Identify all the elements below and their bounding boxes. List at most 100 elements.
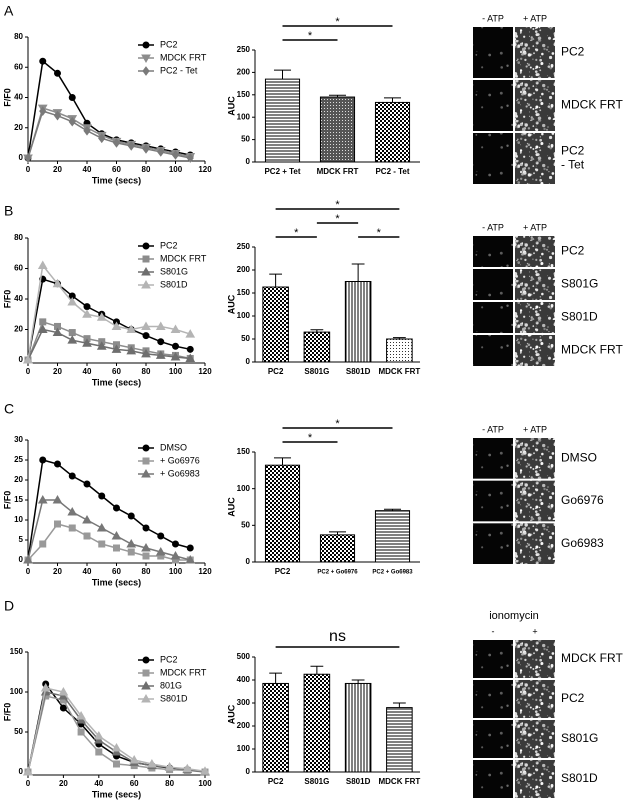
micrograph: [473, 80, 513, 131]
series-line: [27, 691, 206, 773]
data-point: [77, 728, 85, 736]
image-row-label: Go6983: [561, 536, 604, 550]
micrograph: [515, 236, 555, 267]
legend-marker: [141, 468, 151, 478]
y-tick-label: 100: [237, 311, 251, 320]
legend-marker: [142, 457, 150, 465]
error-bar: [351, 263, 365, 282]
x-tick-label: PC2 - Tet: [375, 167, 409, 176]
x-tick-label: 40: [83, 165, 92, 174]
bar: [303, 331, 331, 363]
bar: [319, 96, 356, 163]
data-point: [83, 125, 91, 136]
data-point: [111, 742, 122, 752]
x-tick-label: 60: [112, 367, 121, 376]
y-tick-label: 400: [237, 675, 251, 684]
error-bar: [392, 337, 406, 339]
x-tick-label: 120: [198, 165, 212, 174]
data-point: [82, 514, 92, 524]
y-tick-label: 0: [19, 153, 24, 162]
y-tick-label: 40: [14, 93, 23, 102]
micrograph: [515, 27, 555, 78]
data-point: [68, 116, 76, 127]
data-point: [142, 144, 150, 154]
bar: [344, 682, 372, 773]
x-tick-label: S801D: [346, 777, 371, 786]
x-tick-label: MDCK FRT: [378, 777, 420, 786]
data-point: [23, 554, 33, 564]
significance-label: *: [335, 418, 340, 430]
micrograph: [473, 438, 513, 479]
x-tick-label: MDCK FRT: [378, 367, 420, 376]
legend-label: DMSO: [160, 442, 187, 452]
data-point: [53, 110, 62, 121]
data-point: [113, 760, 120, 768]
data-point: [170, 550, 181, 560]
y-tick-label: 150: [237, 447, 251, 456]
legend-marker: [141, 266, 151, 276]
micrograph: [473, 523, 513, 564]
micrograph: [473, 269, 513, 300]
bar: [303, 673, 331, 773]
legend-marker: [141, 693, 151, 703]
series-line: [27, 328, 191, 361]
data-point: [37, 494, 48, 504]
y-tick-label: 0: [246, 767, 251, 776]
y-tick-label: 100: [237, 112, 251, 121]
y-axis-label: F/F0: [2, 491, 12, 510]
data-point: [142, 332, 150, 340]
y-tick-label: 80: [14, 32, 23, 41]
legend-label: PC2: [160, 39, 178, 49]
micrograph: [515, 438, 555, 479]
data-point: [127, 141, 135, 151]
y-tick-label: 25: [14, 455, 23, 464]
data-point: [67, 297, 78, 306]
data-point: [37, 324, 48, 333]
data-point: [68, 524, 76, 532]
data-point: [172, 540, 179, 548]
y-tick-label: 20: [14, 123, 23, 132]
image-row-label: MDCK FRT: [561, 343, 623, 357]
data-point: [83, 480, 91, 488]
y-tick-label: 20: [14, 475, 23, 484]
data-point: [95, 748, 103, 756]
data-point: [111, 530, 122, 540]
image-column-label: + ATP: [523, 424, 547, 434]
x-tick-label: 40: [83, 367, 92, 376]
data-point: [182, 763, 193, 773]
data-point: [157, 147, 165, 157]
x-tick-label: S801D: [346, 367, 371, 376]
data-point: [113, 544, 120, 552]
bar: [262, 682, 289, 773]
y-tick-label: 0: [19, 355, 24, 364]
x-tick-label: 40: [83, 567, 92, 576]
y-tick-label: 5: [19, 535, 24, 544]
data-point: [39, 318, 47, 326]
data-point: [52, 494, 63, 504]
y-tick-label: 0: [246, 157, 251, 166]
legend-label: + Go6976: [160, 455, 200, 465]
image-row-label: - Tet: [561, 158, 585, 172]
micrograph: [515, 302, 555, 333]
y-tick-label: 100: [237, 484, 251, 493]
data-point: [112, 138, 121, 148]
data-point: [98, 133, 106, 144]
x-tick-label: 0: [26, 165, 31, 174]
y-axis-label: AUC: [226, 704, 236, 724]
x-tick-label: PC2 + Tet: [264, 167, 300, 176]
image-row-label: MDCK FRT: [561, 651, 623, 665]
data-point: [82, 309, 92, 318]
bar: [344, 281, 372, 363]
legend-marker: [142, 669, 150, 677]
y-tick-label: 500: [237, 652, 251, 661]
bar: [262, 286, 289, 363]
image-row-label: S801D: [561, 771, 598, 785]
micrograph: [473, 27, 513, 78]
y-tick-label: 0: [246, 557, 251, 566]
image-column-label: + ATP: [523, 13, 547, 23]
error-bar: [273, 457, 292, 466]
y-axis-label: AUC: [226, 497, 236, 517]
error-bar: [269, 672, 283, 684]
x-tick-label: 80: [142, 367, 151, 376]
data-point: [157, 338, 165, 346]
